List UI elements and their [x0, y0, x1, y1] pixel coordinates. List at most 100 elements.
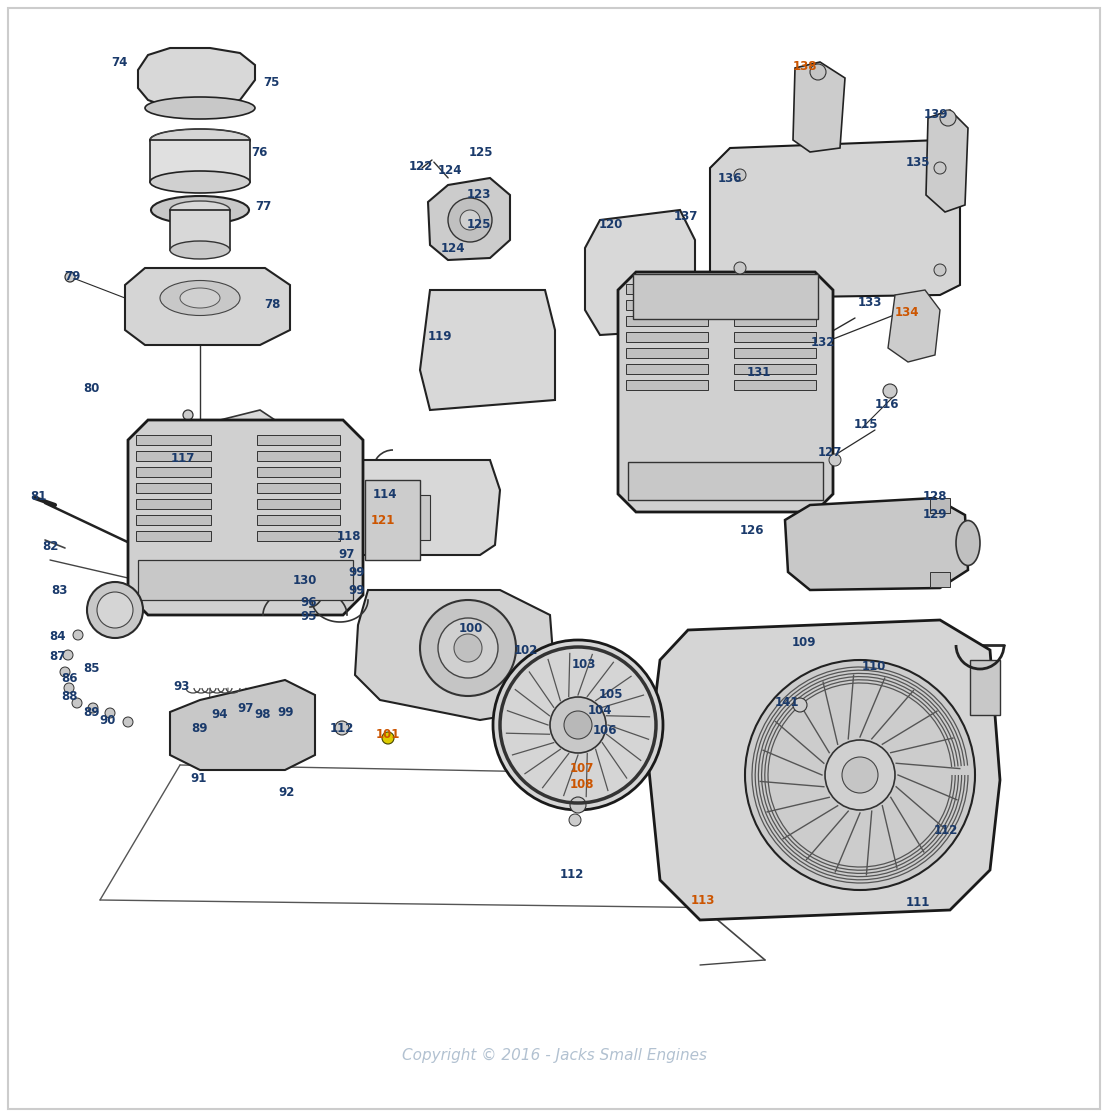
- Ellipse shape: [145, 97, 255, 120]
- Bar: [626, 284, 708, 294]
- Text: 133: 133: [858, 296, 882, 309]
- Bar: [136, 531, 212, 541]
- Bar: [735, 300, 815, 311]
- Polygon shape: [138, 48, 255, 108]
- Bar: [930, 498, 950, 513]
- Ellipse shape: [179, 288, 220, 308]
- Bar: [365, 480, 420, 560]
- Circle shape: [60, 667, 70, 677]
- Text: 83: 83: [51, 583, 68, 596]
- Text: 112: 112: [560, 869, 584, 881]
- Text: 126: 126: [740, 525, 765, 537]
- Text: 88: 88: [62, 690, 79, 704]
- Bar: [257, 499, 339, 509]
- Text: 124: 124: [441, 242, 465, 256]
- Circle shape: [65, 273, 75, 281]
- Text: 139: 139: [924, 108, 948, 122]
- Text: 134: 134: [895, 306, 920, 318]
- Circle shape: [105, 708, 115, 718]
- Text: 97: 97: [238, 703, 254, 716]
- Circle shape: [448, 198, 492, 242]
- Circle shape: [420, 600, 516, 696]
- Bar: [136, 467, 212, 477]
- Bar: [626, 364, 708, 374]
- Circle shape: [123, 717, 133, 727]
- Polygon shape: [585, 210, 695, 335]
- Text: 112: 112: [330, 722, 355, 735]
- Ellipse shape: [160, 280, 240, 315]
- Polygon shape: [926, 109, 968, 212]
- Text: 100: 100: [459, 621, 483, 634]
- Polygon shape: [170, 680, 315, 770]
- Bar: [170, 210, 230, 250]
- Bar: [136, 515, 212, 525]
- Text: 103: 103: [572, 659, 596, 671]
- Text: 124: 124: [438, 163, 462, 176]
- Text: 112: 112: [934, 823, 958, 837]
- Polygon shape: [793, 63, 845, 152]
- Polygon shape: [428, 178, 510, 260]
- Text: 122: 122: [409, 161, 433, 173]
- Text: 117: 117: [171, 452, 195, 466]
- Bar: [970, 660, 1001, 715]
- Bar: [735, 284, 815, 294]
- Bar: [626, 349, 708, 359]
- Bar: [136, 435, 212, 445]
- Circle shape: [63, 650, 73, 660]
- Circle shape: [564, 712, 592, 739]
- Circle shape: [570, 814, 581, 825]
- Text: 81: 81: [30, 490, 47, 504]
- Text: 110: 110: [862, 660, 886, 674]
- Circle shape: [493, 640, 663, 810]
- Text: 82: 82: [42, 541, 59, 554]
- Circle shape: [73, 630, 83, 640]
- Bar: [257, 467, 339, 477]
- Circle shape: [183, 410, 193, 420]
- Text: 78: 78: [264, 297, 280, 311]
- Text: 93: 93: [174, 679, 191, 693]
- Circle shape: [745, 660, 975, 890]
- Text: 102: 102: [514, 645, 538, 658]
- Polygon shape: [340, 460, 500, 555]
- Bar: [136, 483, 212, 493]
- Text: 105: 105: [598, 688, 623, 701]
- Text: 132: 132: [811, 335, 835, 349]
- Bar: [136, 499, 212, 509]
- Bar: [735, 316, 815, 326]
- Text: 119: 119: [428, 331, 452, 344]
- Text: 99: 99: [349, 566, 366, 580]
- Circle shape: [842, 757, 878, 793]
- Text: Copyright © 2016 - Jacks Small Engines: Copyright © 2016 - Jacks Small Engines: [401, 1048, 707, 1062]
- Text: 95: 95: [300, 611, 317, 623]
- Bar: [735, 349, 815, 359]
- Text: 90: 90: [100, 715, 116, 727]
- Text: 127: 127: [818, 447, 842, 459]
- Bar: [257, 451, 339, 461]
- Circle shape: [64, 682, 74, 693]
- Circle shape: [810, 64, 825, 80]
- Text: 108: 108: [570, 779, 594, 792]
- Text: 79: 79: [64, 270, 80, 284]
- Bar: [257, 515, 339, 525]
- Bar: [150, 140, 250, 182]
- Bar: [257, 531, 339, 541]
- Bar: [735, 332, 815, 342]
- Text: 101: 101: [376, 728, 400, 742]
- Circle shape: [733, 262, 746, 274]
- Text: 115: 115: [854, 418, 879, 430]
- Circle shape: [88, 703, 98, 713]
- Polygon shape: [355, 590, 555, 720]
- Circle shape: [335, 720, 349, 735]
- Circle shape: [72, 698, 82, 708]
- Polygon shape: [710, 140, 960, 298]
- Circle shape: [825, 739, 895, 810]
- Text: 128: 128: [923, 489, 947, 503]
- Text: 125: 125: [466, 218, 491, 230]
- Text: 114: 114: [372, 488, 398, 502]
- Circle shape: [570, 798, 586, 813]
- Circle shape: [883, 384, 897, 398]
- Bar: [136, 451, 212, 461]
- Polygon shape: [125, 268, 290, 345]
- Text: 76: 76: [250, 145, 267, 159]
- Text: 109: 109: [792, 636, 817, 649]
